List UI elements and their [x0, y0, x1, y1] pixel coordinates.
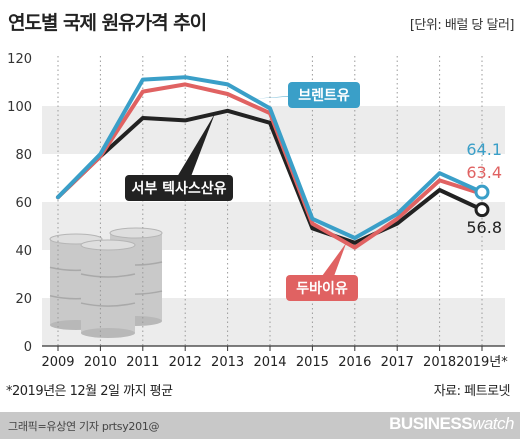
series-name-label: 서부 텍사스산유	[131, 180, 226, 197]
callout-box	[286, 275, 358, 301]
x-tick-label: 2012	[169, 355, 202, 370]
graphic-credit: 그래픽=유상연 기자 prtsy201@	[8, 420, 160, 433]
x-tick-label: 2010	[84, 355, 117, 370]
series-callout: 서부 텍사스산유	[125, 113, 233, 201]
x-tick-label: 2015	[296, 355, 329, 370]
series-callout: 두바이유	[286, 242, 358, 301]
barrel-top	[80, 239, 136, 251]
y-tick-label: 120	[7, 52, 32, 67]
x-tick-label: 2017	[381, 355, 414, 370]
y-tick-label: 0	[24, 340, 32, 355]
series-line	[56, 108, 484, 245]
brand-bold: BUSINESS	[389, 414, 473, 433]
y-tick-label: 80	[15, 148, 32, 163]
callout-pointer	[171, 113, 215, 187]
end-value-label: 64.1	[466, 140, 502, 159]
brand-logo: BUSINESSwatch	[389, 414, 514, 434]
y-tick-label: 40	[15, 244, 32, 259]
series-end-marker	[474, 202, 490, 218]
x-tick-label: 2014	[253, 355, 286, 370]
barrel-ring	[80, 273, 136, 278]
series-name-label: 두바이유	[296, 280, 348, 297]
oil-barrels-illustration	[49, 227, 163, 338]
unit-label: [단위: 배럴 당 달러]	[409, 18, 515, 33]
source-label: 자료: 페트로넷	[433, 384, 511, 399]
barrel-top	[109, 227, 163, 239]
x-tick-label: 2011	[126, 355, 159, 370]
footnote: *2019년은 12월 2일 까지 평균	[6, 384, 173, 399]
x-tick-label: 2013	[211, 355, 244, 370]
series-end-marker	[474, 184, 490, 200]
barrel-ring	[80, 302, 136, 307]
barrel-body	[81, 245, 135, 333]
line-chart: 0 20 40 60 80 100 120 2009 2010 2011 2012 2013 2014 2…	[7, 52, 508, 370]
x-tick-label: 2019년*	[456, 355, 508, 370]
footer-bar	[0, 412, 520, 439]
x-tick-label: 2009	[41, 355, 74, 370]
barrel-bottom	[81, 328, 135, 338]
end-value-label: 56.8	[466, 218, 502, 237]
end-value-label: 63.4	[466, 163, 502, 182]
barrel	[80, 239, 136, 338]
brand-light: watch	[472, 414, 514, 433]
series-name-label: 브렌트유	[298, 87, 350, 104]
grid-band	[42, 154, 505, 202]
series-line	[56, 75, 484, 240]
grid-band	[42, 58, 505, 106]
callout-box	[288, 82, 360, 108]
series-callout: 브렌트유	[253, 82, 360, 108]
callout-box	[125, 175, 233, 201]
chart-title: 연도별 국제 원유가격 추이	[8, 12, 207, 34]
y-tick-label: 100	[7, 100, 32, 115]
y-tick-label: 20	[15, 292, 32, 307]
x-tick-label: 2018	[423, 355, 456, 370]
x-tick-label: 2016	[338, 355, 371, 370]
y-tick-label: 60	[15, 196, 32, 211]
